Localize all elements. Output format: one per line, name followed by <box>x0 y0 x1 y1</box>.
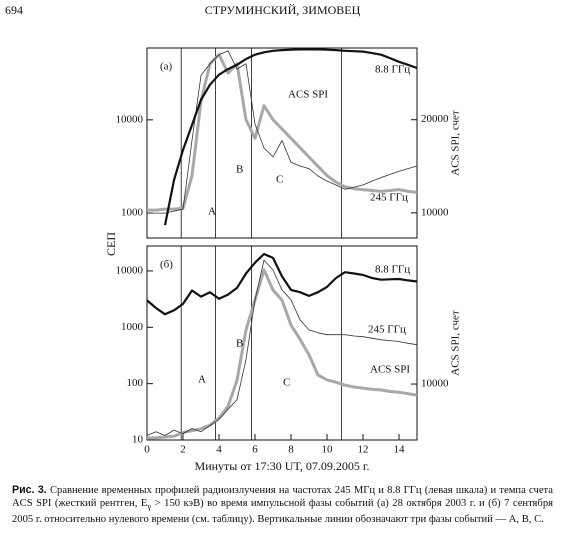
y2-tick-label: 10000 <box>421 206 449 218</box>
annotation: A <box>198 374 206 386</box>
annotation: ACS SPI <box>288 89 328 101</box>
caption-text: > 150 кэВ) во время импульсной фазы собы… <box>12 498 553 526</box>
x-tick-label: 8 <box>288 444 294 456</box>
annotation: 245 ГГц <box>370 192 408 204</box>
plot-lines <box>147 252 417 440</box>
x-axis-label: Минуты от 17:30 UT, 07.09.2005 г. <box>195 459 370 473</box>
plot-lines <box>147 48 417 226</box>
annotation: 245 ГГц <box>368 324 406 336</box>
y-axis-label: СЕП <box>104 232 118 256</box>
y2-axis-label: ACS SPI, счет <box>450 310 462 376</box>
plot-frame <box>146 47 418 239</box>
series-line <box>163 48 417 226</box>
series-line <box>147 50 417 214</box>
annotation: ACS SPI <box>370 364 410 376</box>
y-tick-label: 1000 <box>121 321 144 333</box>
annotation: A <box>208 206 216 218</box>
x-tick-label: 6 <box>252 444 258 456</box>
caption-label: Рис. 3. <box>12 484 47 496</box>
annotation: B <box>236 338 243 350</box>
y2-tick-label: 20000 <box>421 113 449 125</box>
y-tick-label: 1000 <box>121 207 144 219</box>
x-tick-label: 4 <box>216 444 222 456</box>
annotation: (б) <box>160 259 173 271</box>
y-tick-label: 10000 <box>116 113 144 125</box>
running-head: СТРУМИНСКИЙ, ЗИМОВЕЦ <box>204 3 361 17</box>
y2-tick-label: 10000 <box>421 378 449 390</box>
y-tick-label: 100 <box>127 377 144 389</box>
annotation: C <box>276 174 283 186</box>
y-tick-label: 10000 <box>116 264 144 276</box>
series-line <box>147 252 417 316</box>
annotation: (а) <box>160 61 173 73</box>
series-line <box>147 259 417 436</box>
y2-axis-label: ACS SPI, счет <box>450 110 462 176</box>
x-tick-label: 12 <box>358 444 369 456</box>
x-tick-label: 0 <box>144 444 150 456</box>
caption-subscript: γ <box>147 501 152 512</box>
page-number: 694 <box>5 3 23 17</box>
figure-caption: Рис. 3. Сравнение временных профилей рад… <box>12 484 553 526</box>
series-line <box>147 268 417 440</box>
annotation: B <box>236 164 243 176</box>
annotation: 8.8 ГГц <box>375 264 410 276</box>
annotation: 8.8 ГГц <box>375 64 410 76</box>
caption-text: Сравнение временных профилей радиоизлуче… <box>12 485 553 509</box>
plot-frame <box>146 245 418 441</box>
x-tick-label: 10 <box>322 444 334 456</box>
annotation: C <box>283 377 290 389</box>
series-line <box>147 53 417 212</box>
x-tick-label: 2 <box>180 444 186 456</box>
y-tick-label: 10 <box>132 434 144 446</box>
x-tick-label: 14 <box>394 444 406 456</box>
